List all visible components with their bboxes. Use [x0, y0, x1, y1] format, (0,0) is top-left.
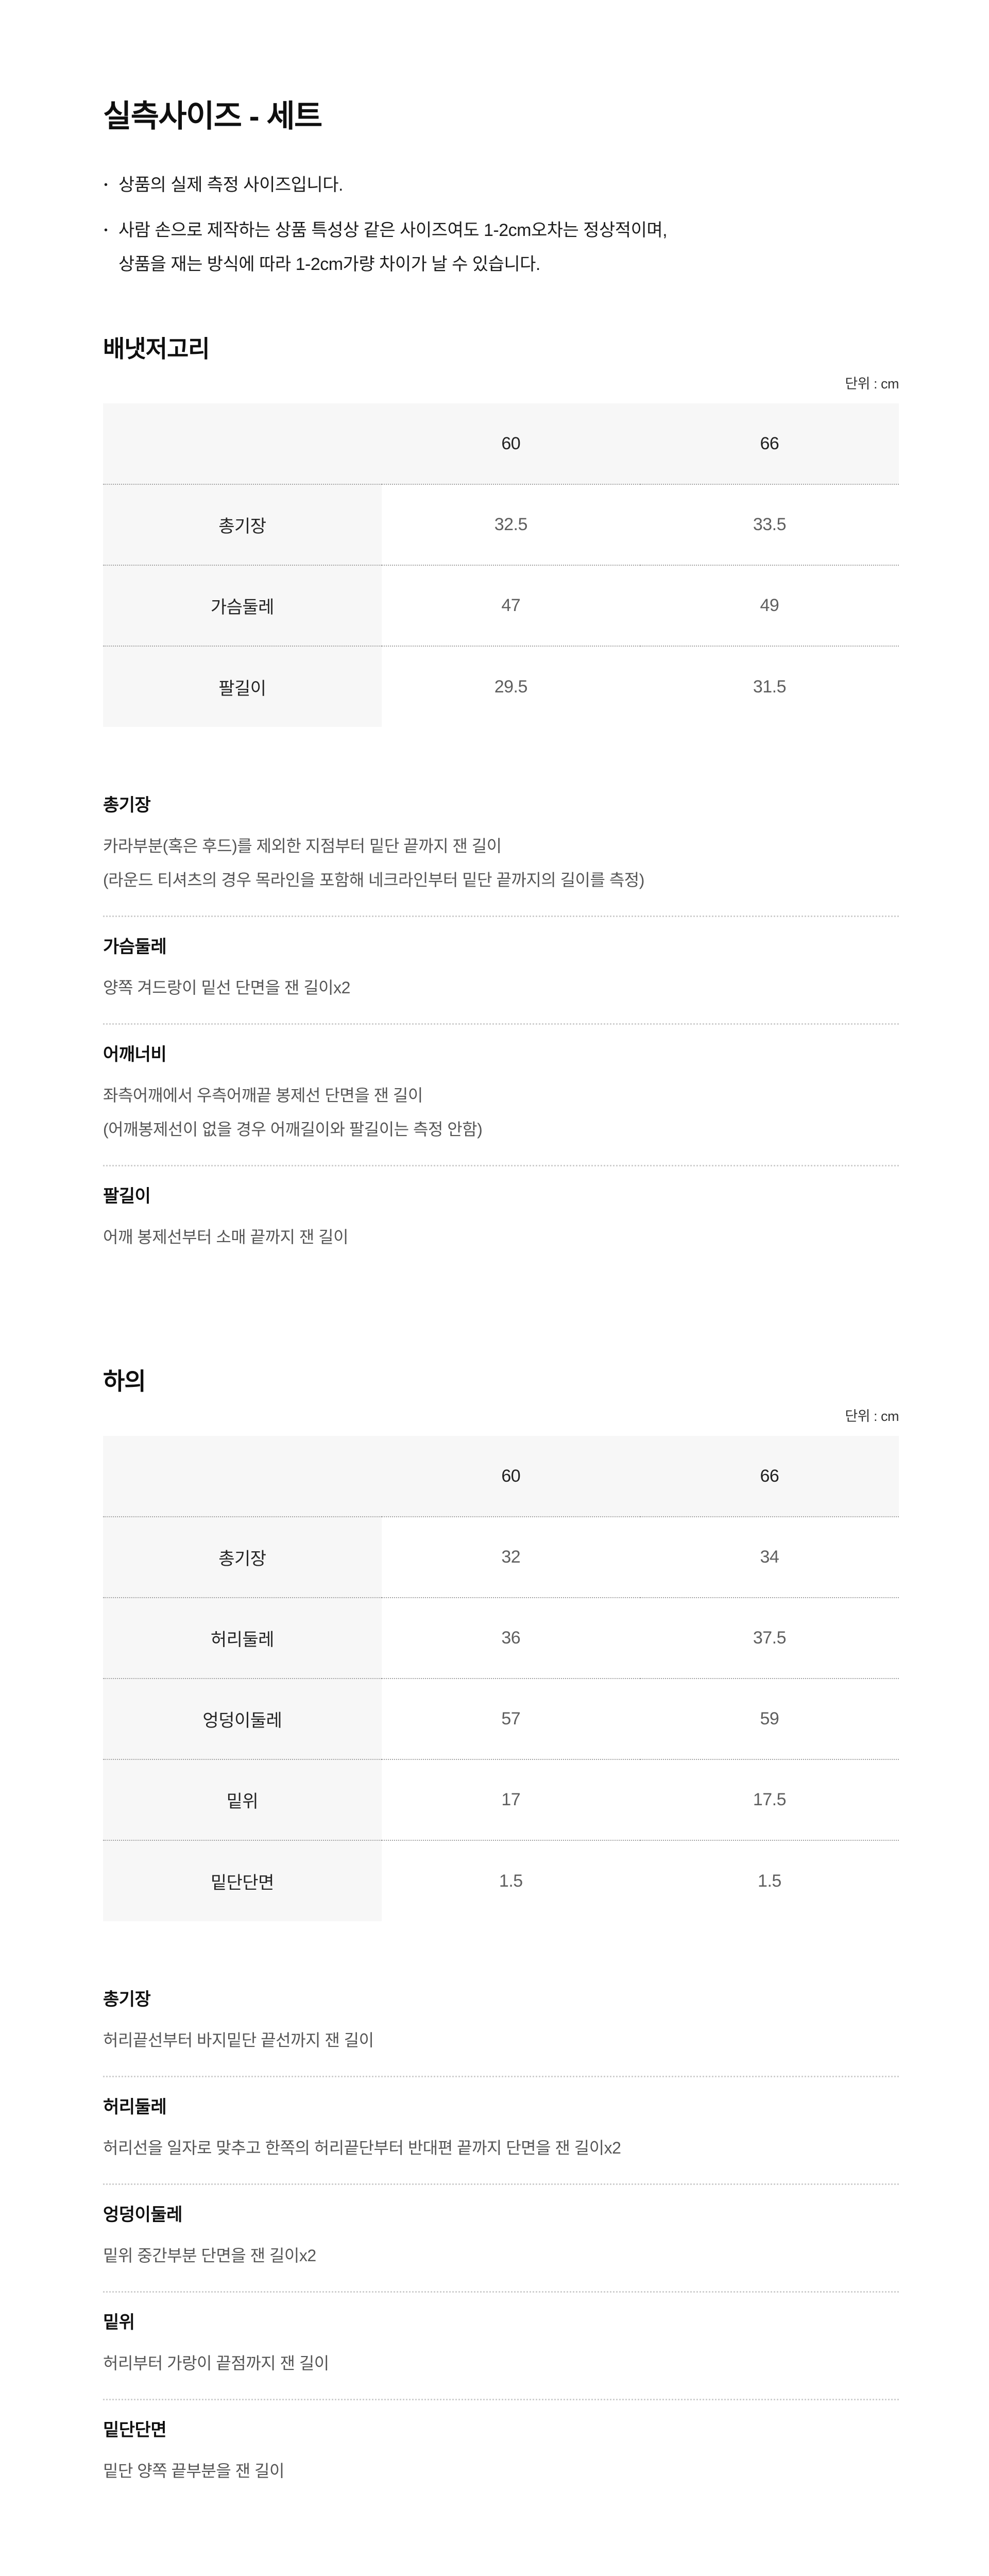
measure-definition: 팔길이 어깨 봉제선부터 소매 끝까지 잰 길이	[103, 1185, 899, 1254]
note-line: 사람 손으로 제작하는 상품 특성상 같은 사이즈여도 1-2cm오차는 정상적…	[118, 221, 668, 240]
column-header: 66	[760, 1466, 779, 1486]
cell-value: 29.5	[381, 646, 640, 727]
note-item: 상품의 실제 측정 사이즈입니다.	[103, 168, 899, 202]
cell-value: 32	[381, 1516, 640, 1598]
dotted-divider	[103, 2076, 899, 2077]
definition-desc-line: 밑단 양쪽 끝부분을 잰 길이	[103, 2462, 284, 2480]
cell-value: 17	[381, 1759, 640, 1840]
definition-term: 밑단단면	[103, 2420, 167, 2440]
measure-definition: 어깨너비 좌측어깨에서 우측어깨끝 봉제선 단면을 잰 길이 (어깨봉제선이 없…	[103, 1043, 899, 1146]
definition-desc-line: 어깨 봉제선부터 소매 끝까지 잰 길이	[103, 1228, 349, 1246]
page-title: 실측사이즈 - 세트	[103, 99, 322, 133]
measure-definition: 허리둘레 허리선을 일자로 맞추고 한쪽의 허리끝단부터 반대편 끝까지 단면을…	[103, 2096, 899, 2165]
row-label: 허리둘레	[103, 1597, 382, 1679]
measure-definition: 총기장 허리끝선부터 바지밑단 끝선까지 잰 길이	[103, 1988, 899, 2057]
definition-term: 총기장	[103, 1990, 151, 2009]
notes-list: 상품의 실제 측정 사이즈입니다. 사람 손으로 제작하는 상품 특성상 같은 …	[103, 168, 899, 281]
definition-desc-line: 카라부분(혹은 후드)를 제외한 지점부터 밑단 끝까지 잰 길이	[103, 837, 502, 855]
definition-term: 허리둘레	[103, 2097, 167, 2117]
definition-desc-line: 허리부터 가랑이 끝점까지 잰 길이	[103, 2354, 329, 2372]
definition-desc-line: (어깨봉제선이 없을 경우 어깨길이와 팔길이는 측정 안함)	[103, 1120, 483, 1139]
row-label: 총기장	[103, 1516, 382, 1598]
row-label: 밑위	[103, 1759, 382, 1840]
definitions-list: 총기장 허리끝선부터 바지밑단 끝선까지 잰 길이 허리둘레 허리선을 일자로 …	[103, 1988, 899, 2488]
table-row: 허리둘레 36 37.5	[103, 1597, 899, 1679]
table-row: 팔길이 29.5 31.5	[103, 646, 899, 727]
section-bottoms: 하의 단위 : cm 60 66 총기장 32 34 허리둘레 36 37.5 …	[103, 1367, 899, 2488]
row-label: 밑단단면	[103, 1840, 382, 1921]
definition-term: 팔길이	[103, 1187, 151, 1206]
cell-value: 47	[381, 565, 640, 646]
note-item: 사람 손으로 제작하는 상품 특성상 같은 사이즈여도 1-2cm오차는 정상적…	[103, 213, 899, 281]
section-title: 배냇저고리	[103, 335, 210, 362]
table-row: 총기장 32.5 33.5	[103, 484, 899, 565]
unit-label: 단위 : cm	[845, 376, 899, 392]
definition-term: 어깨너비	[103, 1045, 167, 1064]
unit-label: 단위 : cm	[845, 1409, 899, 1424]
measure-definition: 밑위 허리부터 가랑이 끝점까지 잰 길이	[103, 2311, 899, 2380]
dotted-divider	[103, 2183, 899, 2185]
row-label: 팔길이	[103, 646, 382, 727]
cell-value: 33.5	[640, 484, 899, 565]
column-header: 60	[501, 1466, 521, 1486]
column-header: 66	[760, 433, 779, 453]
row-label: 엉덩이둘레	[103, 1678, 382, 1759]
size-table: 60 66 총기장 32.5 33.5 가슴둘레 47 49 팔길이 29.5 …	[103, 403, 899, 727]
definition-term: 가슴둘레	[103, 937, 167, 957]
note-line: 상품의 실제 측정 사이즈입니다.	[118, 175, 343, 195]
table-row: 밑단단면 1.5 1.5	[103, 1840, 899, 1921]
measure-definition: 엉덩이둘레 밑위 중간부분 단면을 잰 길이x2	[103, 2204, 899, 2273]
definition-desc-line: 밑위 중간부분 단면을 잰 길이x2	[103, 2246, 316, 2265]
row-label: 가슴둘레	[103, 565, 382, 646]
cell-value: 34	[640, 1516, 899, 1598]
definition-term: 총기장	[103, 795, 151, 815]
definition-term: 엉덩이둘레	[103, 2205, 182, 2225]
definition-desc-line: 좌측어깨에서 우측어깨끝 봉제선 단면을 잰 길이	[103, 1086, 423, 1105]
cell-value: 59	[640, 1678, 899, 1759]
definition-desc-line: 허리끝선부터 바지밑단 끝선까지 잰 길이	[103, 2031, 374, 2049]
table-row: 엉덩이둘레 57 59	[103, 1678, 899, 1759]
table-header-row: 60 66	[103, 403, 899, 484]
measure-definition: 밑단단면 밑단 양쪽 끝부분을 잰 길이	[103, 2419, 899, 2488]
cell-value: 57	[381, 1678, 640, 1759]
cell-value: 32.5	[381, 484, 640, 565]
definition-desc-line: (라운드 티셔츠의 경우 목라인을 포함해 네크라인부터 밑단 끝까지의 길이를…	[103, 871, 644, 889]
dotted-divider	[103, 1023, 899, 1025]
table-row: 밑위 17 17.5	[103, 1759, 899, 1840]
size-table: 60 66 총기장 32 34 허리둘레 36 37.5 엉덩이둘레 57 59…	[103, 1436, 899, 1921]
dotted-divider	[103, 2291, 899, 2293]
measure-definition: 총기장 카라부분(혹은 후드)를 제외한 지점부터 밑단 끝까지 잰 길이 (라…	[103, 794, 899, 897]
table-row: 가슴둘레 47 49	[103, 565, 899, 646]
definitions-list: 총기장 카라부분(혹은 후드)를 제외한 지점부터 밑단 끝까지 잰 길이 (라…	[103, 794, 899, 1254]
section-title: 하의	[103, 1368, 146, 1395]
note-line: 상품을 재는 방식에 따라 1-2cm가량 차이가 날 수 있습니다.	[118, 255, 540, 274]
table-corner-cell	[103, 1436, 382, 1517]
section-baenaet-jeogori: 배냇저고리 단위 : cm 60 66 총기장 32.5 33.5 가슴둘레 4…	[103, 335, 899, 1254]
definition-term: 밑위	[103, 2313, 135, 2332]
definition-desc-line: 허리선을 일자로 맞추고 한쪽의 허리끝단부터 반대편 끝까지 단면을 잰 길이…	[103, 2139, 621, 2157]
cell-value: 1.5	[381, 1840, 640, 1921]
measure-definition: 가슴둘레 양쪽 겨드랑이 밑선 단면을 잰 길이x2	[103, 936, 899, 1005]
cell-value: 36	[381, 1597, 640, 1679]
cell-value: 17.5	[640, 1759, 899, 1840]
dotted-divider	[103, 916, 899, 917]
dotted-divider	[103, 1165, 899, 1166]
definition-desc-line: 양쪽 겨드랑이 밑선 단면을 잰 길이x2	[103, 978, 350, 997]
table-row: 총기장 32 34	[103, 1516, 899, 1598]
dotted-divider	[103, 2399, 899, 2400]
table-corner-cell	[103, 403, 382, 484]
column-header: 60	[501, 433, 521, 453]
table-header-row: 60 66	[103, 1436, 899, 1517]
cell-value: 49	[640, 565, 899, 646]
cell-value: 1.5	[640, 1840, 899, 1921]
row-label: 총기장	[103, 484, 382, 565]
cell-value: 37.5	[640, 1597, 899, 1679]
cell-value: 31.5	[640, 646, 899, 727]
